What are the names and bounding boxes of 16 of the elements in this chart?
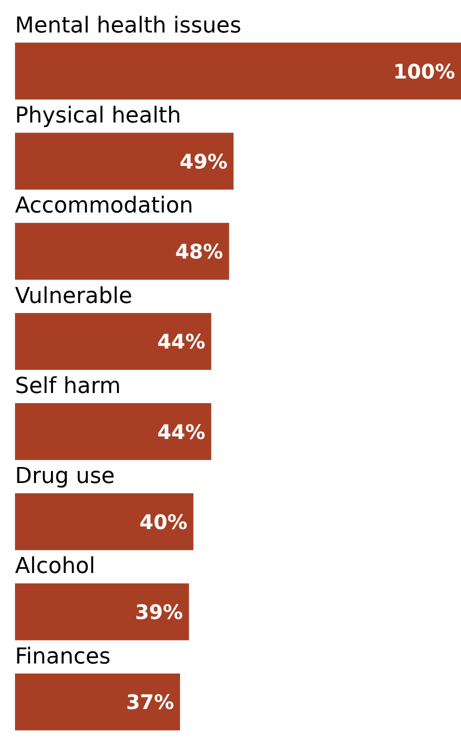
y-tick-label: Accommodation — [15, 194, 194, 219]
data-label: 44% — [157, 420, 206, 444]
data-label: 40% — [140, 510, 188, 534]
data-label: 49% — [180, 149, 228, 174]
y-tick-label: Vulnerable — [15, 284, 132, 309]
y-tick-label: Finances — [15, 644, 111, 670]
data-label: 44% — [157, 330, 206, 354]
data-label: 39% — [135, 600, 183, 624]
y-tick-label: Mental health issues — [15, 13, 242, 38]
data-label: 48% — [175, 240, 224, 264]
y-tick-label: Self harm — [15, 374, 121, 399]
y-tick-label: Physical health — [15, 104, 182, 129]
data-label: 100% — [393, 59, 455, 84]
y-tick-label: Alcohol — [15, 554, 96, 580]
data-label: 37% — [126, 690, 174, 714]
y-tick-label: Drug use — [15, 464, 115, 490]
